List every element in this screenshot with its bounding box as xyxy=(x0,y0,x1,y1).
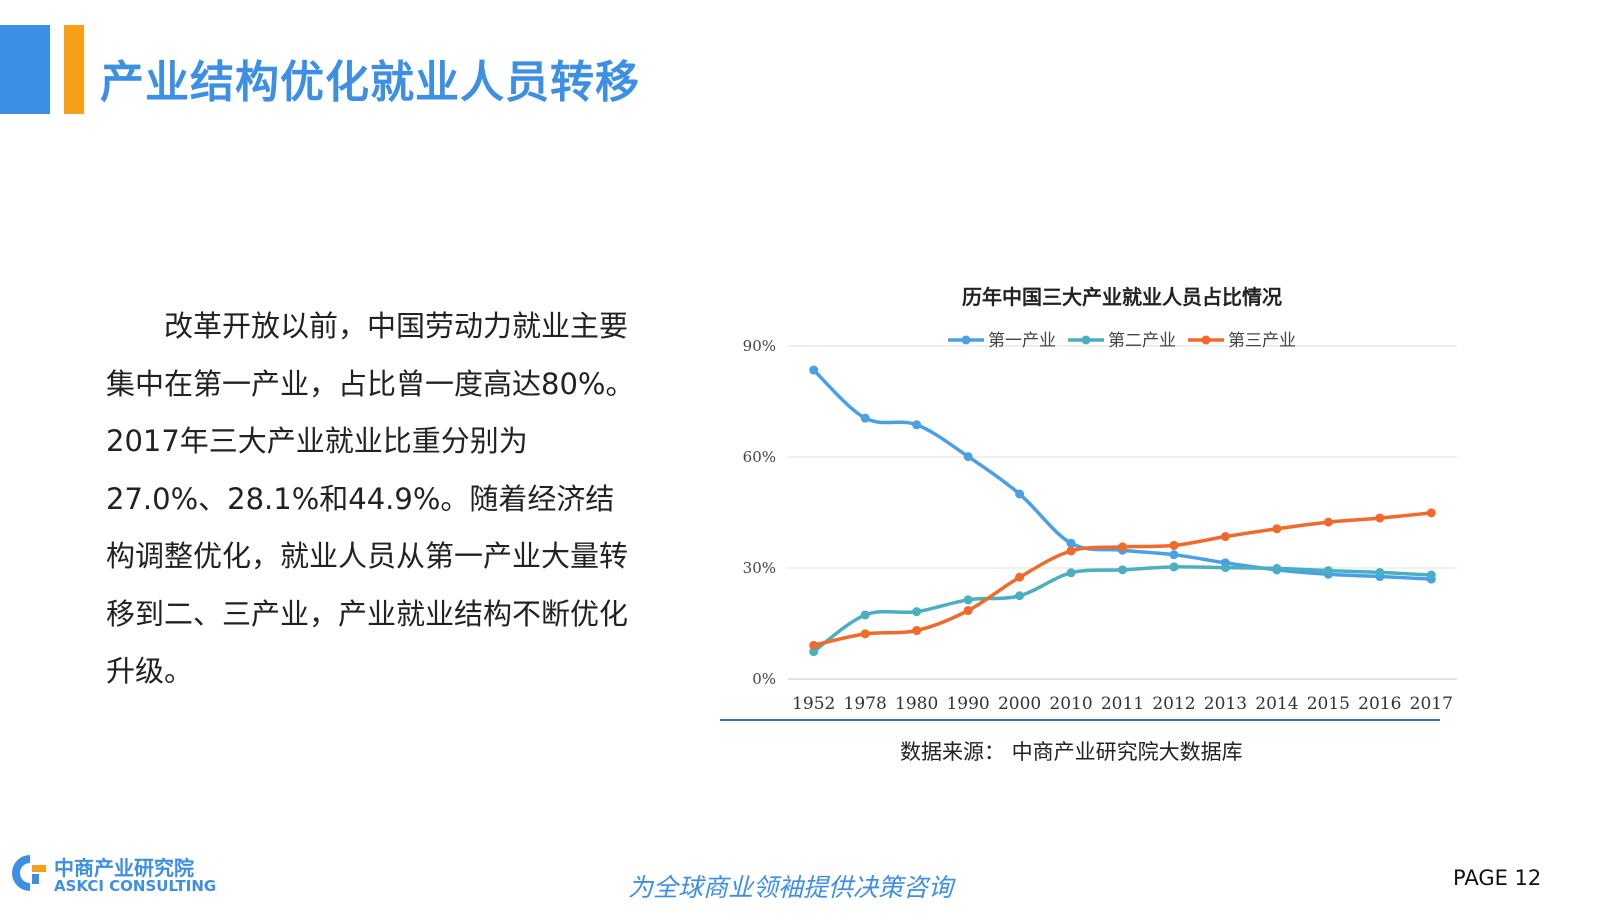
chart-svg: 历年中国三大产业就业人员占比情况 0% 30% 60% 90% 1952 1978 1980 1… xyxy=(720,285,1457,721)
data-point xyxy=(1375,513,1385,523)
x-tick-label: 1990 xyxy=(946,694,989,714)
data-point xyxy=(963,595,973,605)
data-point xyxy=(912,626,922,636)
chart-title: 历年中国三大产业就业人员占比情况 xyxy=(962,285,1282,309)
x-tick-label: 1978 xyxy=(844,694,887,714)
legend-marker xyxy=(1081,335,1091,345)
data-point xyxy=(1066,538,1076,548)
data-point xyxy=(912,607,922,617)
body-paragraph: 改革开放以前，中国劳动力就业主要集中在第一产业，占比曾一度高达80%。2017年… xyxy=(106,309,635,688)
legend-marker xyxy=(961,335,971,345)
x-tick-label: 2012 xyxy=(1152,694,1195,714)
header-accent-orange xyxy=(64,25,84,114)
legend-label: 第一产业 xyxy=(988,331,1056,351)
data-point xyxy=(1220,563,1230,573)
legend-marker xyxy=(1201,335,1211,345)
y-tick-label: 30% xyxy=(743,559,776,577)
x-tick-label: 2000 xyxy=(998,694,1041,714)
data-point xyxy=(1426,508,1436,518)
data-point xyxy=(963,606,973,616)
x-tick-label: 2015 xyxy=(1307,694,1350,714)
data-point xyxy=(809,365,819,375)
data-point xyxy=(1323,566,1333,576)
data-point xyxy=(1015,489,1025,499)
body-text: 改革开放以前，中国劳动力就业主要集中在第一产业，占比曾一度高达80%。2017年… xyxy=(106,298,636,701)
askci-logo: 中商产业研究院 ASKCI CONSULTING xyxy=(8,850,238,898)
data-point xyxy=(860,629,870,639)
data-point xyxy=(1220,532,1230,542)
employment-share-chart: 历年中国三大产业就业人员占比情况 0% 30% 60% 90% 1952 1978 1980 1… xyxy=(720,270,1500,730)
y-tick-label: 60% xyxy=(743,448,776,466)
data-point xyxy=(1169,550,1179,560)
data-point xyxy=(1426,570,1436,580)
data-point xyxy=(963,452,973,462)
data-point xyxy=(1066,546,1076,556)
data-point xyxy=(1169,540,1179,550)
data-point xyxy=(860,413,870,423)
data-source: 数据来源： 中商产业研究院大数据库 xyxy=(900,740,1243,764)
data-point xyxy=(1169,562,1179,572)
logo-text-en: ASKCI CONSULTING xyxy=(54,877,217,895)
legend-label: 第二产业 xyxy=(1108,331,1176,351)
data-point xyxy=(1272,524,1282,534)
legend-label: 第三产业 xyxy=(1228,331,1296,351)
data-point xyxy=(860,610,870,620)
data-point xyxy=(809,640,819,650)
logo-icon xyxy=(12,855,46,891)
x-tick-label: 2016 xyxy=(1358,694,1401,714)
data-point xyxy=(1323,517,1333,527)
data-point xyxy=(1066,568,1076,578)
series-line-2 xyxy=(812,565,1432,654)
logo-text-cn: 中商产业研究院 xyxy=(54,856,194,880)
x-tick-label: 2010 xyxy=(1049,694,1092,714)
data-point xyxy=(1015,591,1025,601)
x-tick-label: 2014 xyxy=(1255,694,1298,714)
x-tick-label: 1980 xyxy=(895,694,938,714)
x-tick-label: 2017 xyxy=(1410,694,1453,714)
data-point xyxy=(1118,542,1127,552)
x-tick-label: 2011 xyxy=(1101,694,1144,714)
series-line-3 xyxy=(813,511,1432,648)
data-point xyxy=(1015,572,1025,582)
x-tick-label: 1952 xyxy=(792,694,835,714)
page-number: PAGE 12 xyxy=(1453,866,1542,890)
y-tick-label: 90% xyxy=(743,337,776,355)
page-title: 产业结构优化就业人员转移 xyxy=(100,57,640,108)
slogan: 为全球商业领袖提供决策咨询 xyxy=(628,873,954,902)
header-accent-blue xyxy=(0,25,50,114)
data-point xyxy=(809,647,819,657)
data-point xyxy=(1375,567,1385,577)
x-tick-label: 2013 xyxy=(1204,694,1247,714)
data-point xyxy=(1272,563,1282,573)
y-tick-label: 0% xyxy=(752,670,776,688)
data-point xyxy=(1118,565,1127,575)
data-point xyxy=(912,420,922,430)
